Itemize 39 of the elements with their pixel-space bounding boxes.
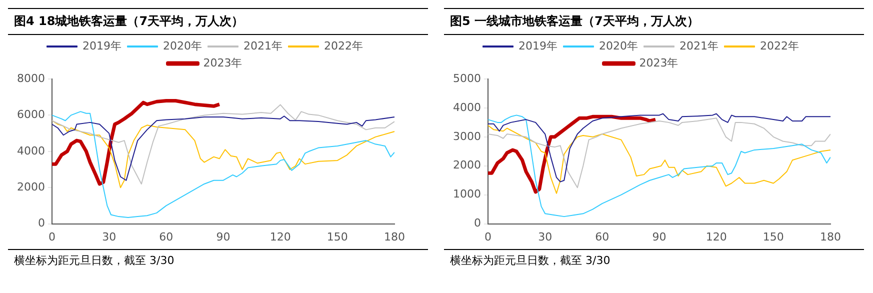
legend-label: 2021年: [680, 39, 718, 52]
x-tick-label: 60: [595, 230, 610, 244]
x-tick-label: 90: [216, 230, 230, 244]
x-tick-label: 0: [48, 230, 56, 244]
legend-label: 2020年: [163, 39, 202, 52]
text: 横坐标为距元旦日数，截至 3/30: [14, 253, 176, 268]
legend-label: 2020年: [599, 39, 638, 52]
y-tick-label: 2000: [452, 158, 481, 172]
x-tick-label: 180: [384, 230, 405, 244]
x-tick-label: 0: [484, 230, 492, 244]
legend-label: 2021年: [244, 39, 282, 52]
x-tick-label: 30: [102, 230, 116, 244]
y-tick-label: 5000: [452, 72, 481, 85]
y-tick-label: 6000: [16, 108, 45, 122]
legend-label: 2019年: [518, 39, 558, 52]
legend-label: 2023年: [639, 56, 678, 70]
x-tick-label: 60: [159, 230, 174, 244]
legend-label: 2023年: [203, 56, 242, 70]
x-tick-label: 150: [762, 230, 784, 244]
y-tick-label: 2000: [16, 180, 45, 194]
legend-label: 2022年: [324, 39, 363, 52]
x-tick-label: 120: [706, 230, 727, 244]
text: 横坐标为距元旦日数，截至 3/30: [450, 253, 612, 268]
legend-label: 2022年: [760, 39, 799, 52]
legend-label: 2019年: [82, 39, 122, 52]
y-tick-label: 1000: [452, 188, 481, 201]
y-tick-label: 8000: [16, 72, 45, 85]
chart-title: 图4 18城地铁客运量（7天平均，万人次）: [8, 8, 428, 35]
y-tick-label: 3000: [452, 130, 481, 143]
chart-title: 图5 一线城市地铁客运量（7天平均，万人次）: [444, 8, 864, 35]
x-tick-label: 150: [326, 230, 348, 244]
x-tick-label: 90: [652, 230, 666, 244]
y-tick-label: 0: [38, 216, 45, 230]
y-tick-label: 4000: [16, 144, 45, 158]
y-tick-label: 0: [474, 216, 481, 230]
x-tick-label: 180: [820, 230, 841, 244]
x-tick-label: 30: [538, 230, 552, 244]
x-tick-label: 120: [270, 230, 291, 244]
y-tick-label: 4000: [452, 100, 481, 114]
